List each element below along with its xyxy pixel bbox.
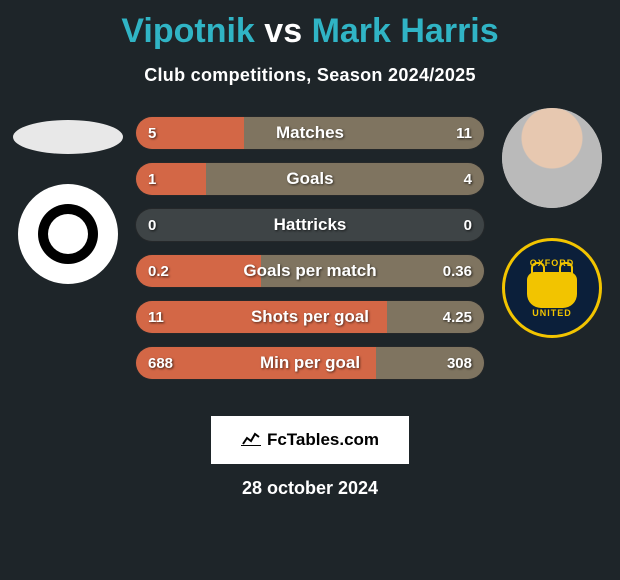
stat-bar-row: Goals per match0.2 0.36	[135, 254, 485, 288]
stat-bar-label: Matches	[136, 117, 484, 149]
date: 28 october 2024	[0, 478, 620, 499]
watermark: FcTables.com	[211, 416, 409, 464]
chart-icon	[241, 430, 261, 451]
title-player1: Vipotnik	[121, 12, 255, 50]
title-player2: Mark Harris	[312, 12, 499, 50]
stat-bar-left-value: 0.2	[148, 255, 169, 287]
comparison-content: OXFORD UNITED Matches5 11 Goals1 4 Hattricks…	[0, 108, 620, 398]
left-column	[8, 108, 128, 284]
stat-bar-left-value: 688	[148, 347, 173, 379]
stat-bar-label: Hattricks	[136, 209, 484, 241]
stat-bar-row: Min per goal688 308	[135, 346, 485, 380]
stat-bar-left-value: 0	[148, 209, 156, 241]
stat-bar-label: Shots per goal	[136, 301, 484, 333]
stat-bar-left-value: 1	[148, 163, 156, 195]
stat-bar-right-value: 308	[447, 347, 472, 379]
right-column: OXFORD UNITED	[492, 108, 612, 338]
stat-bar-left-value: 5	[148, 117, 156, 149]
stat-bar-right-value: 4	[464, 163, 472, 195]
stat-bar-right-value: 0.36	[443, 255, 472, 287]
stat-bar-label: Goals per match	[136, 255, 484, 287]
stat-bar-row: Hattricks0 0	[135, 208, 485, 242]
watermark-text: FcTables.com	[267, 430, 379, 450]
player2-avatar	[502, 108, 602, 208]
stat-bar-row: Goals1 4	[135, 162, 485, 196]
player1-avatar	[13, 120, 123, 154]
player2-club-badge: OXFORD UNITED	[502, 238, 602, 338]
stat-bar-left-value: 11	[148, 301, 164, 333]
title: Vipotnik vs Mark Harris	[0, 0, 620, 51]
player1-club-badge	[18, 184, 118, 284]
stat-bars: Matches5 11 Goals1 4 Hattricks0 0 Goals per ma…	[135, 108, 485, 380]
title-vs: vs	[264, 12, 302, 50]
stat-bar-right-value: 4.25	[443, 301, 472, 333]
subtitle: Club competitions, Season 2024/2025	[0, 65, 620, 86]
stat-bar-row: Matches5 11	[135, 116, 485, 150]
stat-bar-label: Min per goal	[136, 347, 484, 379]
stat-bar-row: Shots per goal11 4.25	[135, 300, 485, 334]
stat-bar-right-value: 11	[456, 117, 472, 149]
stat-bar-right-value: 0	[464, 209, 472, 241]
stat-bar-label: Goals	[136, 163, 484, 195]
